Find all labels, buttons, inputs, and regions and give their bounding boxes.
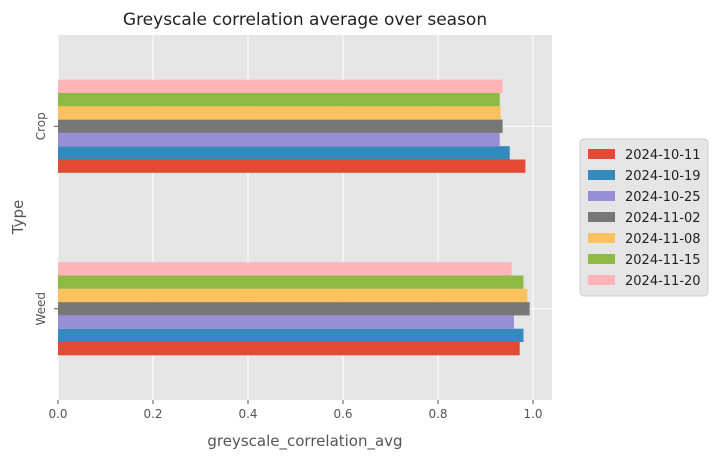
- legend-swatch-2024-10-11: [588, 149, 615, 159]
- legend-swatch-2024-11-20: [588, 275, 615, 285]
- legend-label-2024-11-02: 2024-11-02: [625, 211, 701, 226]
- y-tick-label-crop: Crop: [34, 112, 48, 140]
- x-tick-label-1: 0.2: [143, 407, 162, 421]
- bar-weed-2024-11-15: [58, 275, 524, 289]
- bar-crop-2024-11-20: [58, 79, 503, 93]
- bar-weed-2024-10-11: [58, 342, 520, 356]
- y-tick-label-weed: Weed: [34, 292, 48, 326]
- bar-weed-2024-11-20: [58, 262, 512, 276]
- legend-label-2024-11-08: 2024-11-08: [625, 232, 701, 247]
- x-axis-ticks: 0.0 0.2 0.4 0.6 0.8 1.0: [48, 400, 543, 421]
- bar-crop-2024-10-19: [58, 146, 510, 160]
- legend: 2024-10-11 2024-10-19 2024-10-25 2024-11-02…: [579, 138, 709, 297]
- bar-crop-2024-10-11: [58, 159, 526, 173]
- legend-label-2024-10-11: 2024-10-11: [625, 148, 701, 163]
- legend-label-2024-11-15: 2024-11-15: [625, 253, 701, 268]
- y-axis-ticks: Weed Crop: [34, 112, 58, 326]
- legend-swatch-2024-11-15: [588, 254, 615, 264]
- bar-weed-2024-11-02: [58, 302, 530, 316]
- x-tick-label-3: 0.6: [333, 407, 352, 421]
- bar-weed-2024-10-25: [58, 315, 514, 329]
- bar-crop-2024-11-15: [58, 93, 500, 107]
- y-axis-label: Type: [9, 200, 27, 235]
- x-tick-label-5: 1.0: [523, 407, 542, 421]
- x-tick-label-2: 0.4: [238, 407, 257, 421]
- x-tick-label-0: 0.0: [48, 407, 67, 421]
- chart-title: Greyscale correlation average over seaso…: [123, 10, 487, 30]
- x-axis-label: greyscale_correlation_avg: [207, 432, 402, 451]
- legend-label-2024-11-20: 2024-11-20: [625, 274, 701, 289]
- legend-swatch-2024-10-25: [588, 191, 615, 201]
- legend-swatch-2024-11-02: [588, 212, 615, 222]
- legend-swatch-2024-11-08: [588, 233, 615, 243]
- bar-weed-2024-11-08: [58, 288, 528, 303]
- bar-crop-2024-11-02: [58, 119, 503, 133]
- legend-label-2024-10-19: 2024-10-19: [625, 169, 701, 184]
- legend-label-2024-10-25: 2024-10-25: [625, 190, 701, 205]
- x-tick-label-4: 0.8: [428, 407, 447, 421]
- bars: [58, 79, 530, 356]
- bar-crop-2024-11-08: [58, 106, 501, 120]
- bar-crop-2024-10-25: [58, 132, 500, 147]
- legend-swatch-2024-10-19: [588, 170, 615, 180]
- bar-weed-2024-10-19: [58, 328, 524, 342]
